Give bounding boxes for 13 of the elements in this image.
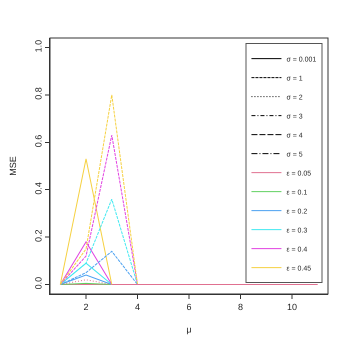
x-tick-label: 2 (84, 302, 89, 312)
x-tick-label: 4 (135, 302, 140, 312)
y-tick-label: 0.0 (33, 276, 44, 290)
x-axis-title: μ (186, 324, 192, 335)
y-tick-label: 1.0 (33, 40, 44, 52)
y-tick-label: 0.6 (33, 134, 44, 148)
x-tick-label: 6 (186, 302, 192, 312)
x-tick-label: 8 (238, 302, 243, 312)
y-tick-label: 0.2 (33, 230, 44, 242)
y-tick-label: 0.4 (33, 182, 44, 195)
y-axis-title: MSE (8, 156, 18, 176)
x-tick-label: 10 (286, 302, 297, 312)
y-tick-label: 0.8 (33, 87, 44, 100)
